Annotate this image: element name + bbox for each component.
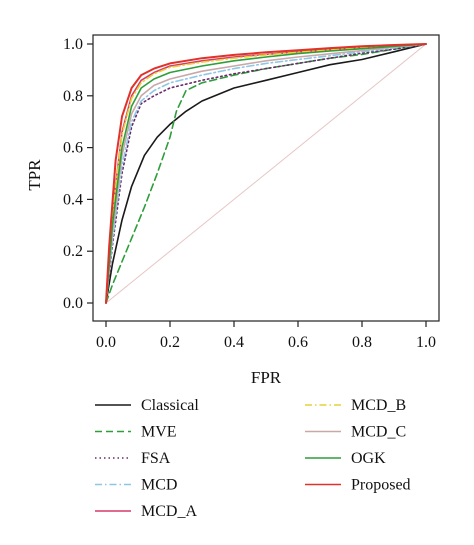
- legend-label: MVE: [141, 424, 177, 441]
- x-tick-label: 0.8: [352, 334, 372, 351]
- plot-frame: [92, 34, 440, 322]
- series-line-proposed: [105, 43, 427, 304]
- legend-item-mcd: MCD: [95, 477, 177, 494]
- legend-label: FSA: [141, 450, 171, 467]
- y-tick-label: 0.2: [63, 243, 83, 260]
- legend-item-proposed: Proposed: [305, 477, 411, 494]
- x-tick-label: 0.4: [224, 334, 244, 351]
- legend: Classical MVE FSA MCD MCD_A MCD_B MCD_C OGK Prop…: [95, 397, 411, 520]
- y-tick-label: 0.4: [63, 191, 83, 208]
- x-tick-label: 0.0: [96, 334, 116, 351]
- reference-diagonal: [105, 43, 427, 304]
- series-line-mcd: [105, 43, 427, 304]
- legend-label: MCD_B: [351, 397, 406, 414]
- y-tick-label: 0.0: [63, 295, 83, 312]
- legend-label: OGK: [351, 450, 386, 467]
- series-line-classical: [105, 43, 427, 304]
- legend-label: MCD_C: [351, 424, 406, 441]
- legend-label: MCD_A: [141, 503, 197, 520]
- series-lines: [105, 43, 427, 304]
- legend-item-ogk: OGK: [305, 450, 386, 467]
- legend-item-mcd-c: MCD_C: [305, 424, 406, 441]
- legend-item-fsa: FSA: [95, 450, 171, 467]
- series-line-ogk: [105, 43, 427, 304]
- x-axis-label: FPR: [251, 368, 282, 387]
- legend-label: Classical: [141, 397, 199, 414]
- x-axis-ticks: 0.0 0.2 0.4 0.6 0.8 1.0: [96, 321, 436, 351]
- legend-label: MCD: [141, 477, 177, 494]
- y-tick-label: 0.6: [63, 140, 83, 157]
- y-axis-ticks: 0.0 0.2 0.4 0.6 0.8 1.0: [63, 36, 93, 312]
- x-tick-label: 1.0: [416, 334, 436, 351]
- series-line-mcd-b: [105, 43, 427, 304]
- x-tick-label: 0.6: [288, 334, 308, 351]
- legend-item-mcd-b: MCD_B: [305, 397, 406, 414]
- y-tick-label: 0.8: [63, 88, 83, 105]
- x-tick-label: 0.2: [160, 334, 180, 351]
- legend-item-classical: Classical: [95, 397, 199, 414]
- series-line-fsa: [105, 43, 427, 304]
- legend-item-mve: MVE: [95, 424, 177, 441]
- y-tick-label: 1.0: [63, 36, 83, 53]
- series-line-mcd-c: [105, 43, 427, 304]
- legend-item-mcd-a: MCD_A: [95, 503, 197, 520]
- legend-label: Proposed: [351, 477, 411, 494]
- y-axis-label: TPR: [25, 159, 44, 191]
- reference-diagonal-line: [105, 43, 427, 304]
